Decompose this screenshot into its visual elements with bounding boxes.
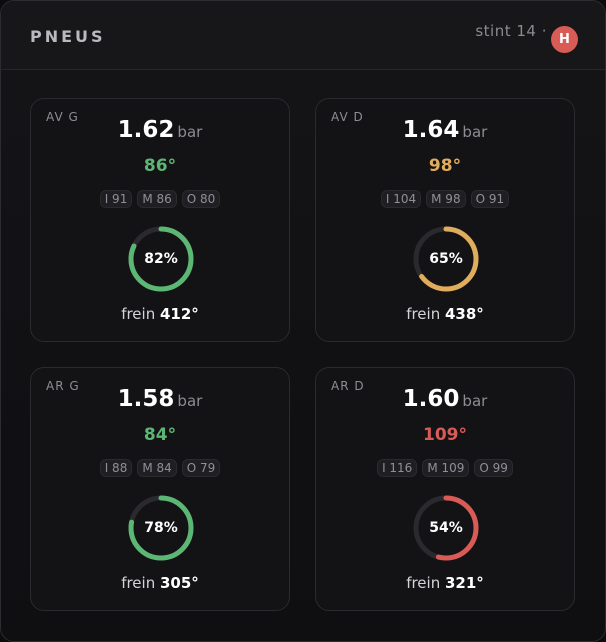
inner-temp-chip: I 116 [377,459,418,477]
panel-header: PNEUS stint 14 · H [1,1,605,70]
brake-temp-value: 305° [160,574,199,592]
outer-temp-chip: O 99 [474,459,513,477]
tire-pressure: 1.62 bar [31,117,289,143]
middle-temp-chip: M 84 [137,459,177,477]
wear-ring: 82% [127,225,195,293]
wear-percent: 65% [429,251,463,267]
tire-temperature: 98° [428,156,462,176]
wear-percent: 54% [429,520,463,536]
user-avatar-badge[interactable]: H [551,26,578,53]
brake-label: frein [121,574,156,592]
pressure-value: 1.62 [117,117,175,143]
wear-ring-graphic [413,226,479,292]
tire-card-rear-right: AR D 1.60 bar 109° I 116 M 109 O 99 54% f… [315,367,575,611]
pressure-value: 1.58 [117,386,175,412]
wear-ring-graphic [413,495,479,561]
brake-temp-value: 438° [445,305,484,323]
outer-temp-chip: O 80 [181,190,221,208]
tire-temperature: 109° [423,425,467,445]
tire-temp-zones: I 104 M 98 O 91 [316,190,574,208]
brake-temperature: frein 321° [316,574,574,592]
pressure-unit: bar [462,392,488,410]
inner-temp-chip: I 91 [99,190,133,208]
wear-ring: 65% [412,225,480,293]
tire-position-label: AR G [46,379,80,393]
panel-title: PNEUS [30,27,106,46]
brake-temperature: frein 305° [31,574,289,592]
wear-ring-graphic [128,495,194,561]
tire-card-front-right: AV D 1.64 bar 98° I 104 M 98 O 91 65% fre… [315,98,575,342]
wear-ring-graphic [128,226,194,292]
tire-pressure: 1.60 bar [316,386,574,412]
stint-label: stint 14 · [475,22,547,40]
middle-temp-chip: M 86 [137,190,177,208]
wear-ring-arc [413,226,479,292]
brake-temperature: frein 412° [31,305,289,323]
brake-temperature: frein 438° [316,305,574,323]
middle-temp-chip: M 109 [422,459,470,477]
tire-pressure: 1.58 bar [31,386,289,412]
brake-temp-value: 412° [160,305,199,323]
middle-temp-chip: M 98 [426,190,466,208]
tire-temperature: 86° [143,156,177,176]
tire-position-label: AV G [46,110,79,124]
brake-label: frein [121,305,156,323]
tire-position-label: AR D [331,379,365,393]
tire-card-rear-left: AR G 1.58 bar 84° I 88 M 84 O 79 78% frei… [30,367,290,611]
outer-temp-chip: O 91 [470,190,510,208]
pressure-value: 1.60 [402,386,460,412]
wear-percent: 82% [144,251,178,267]
wear-ring-arc [413,495,479,561]
tire-temp-zones: I 91 M 86 O 80 [31,190,289,208]
tire-temperature: 84° [143,425,177,445]
brake-temp-value: 321° [445,574,484,592]
pressure-unit: bar [177,123,203,141]
tire-position-label: AV D [331,110,364,124]
wear-ring: 54% [412,494,480,562]
pressure-value: 1.64 [402,117,460,143]
tire-card-front-left: AV G 1.62 bar 86° I 91 M 86 O 80 82% frei… [30,98,290,342]
wear-percent: 78% [144,520,178,536]
inner-temp-chip: I 104 [380,190,422,208]
wear-ring: 78% [127,494,195,562]
brake-label: frein [406,574,441,592]
wear-ring-arc [128,495,194,561]
brake-label: frein [406,305,441,323]
pressure-unit: bar [177,392,203,410]
tire-pressure: 1.64 bar [316,117,574,143]
tire-temp-zones: I 88 M 84 O 79 [31,459,289,477]
wear-ring-arc [128,226,194,292]
inner-temp-chip: I 88 [99,459,133,477]
pressure-unit: bar [462,123,488,141]
tire-temp-zones: I 116 M 109 O 99 [316,459,574,477]
outer-temp-chip: O 79 [181,459,221,477]
